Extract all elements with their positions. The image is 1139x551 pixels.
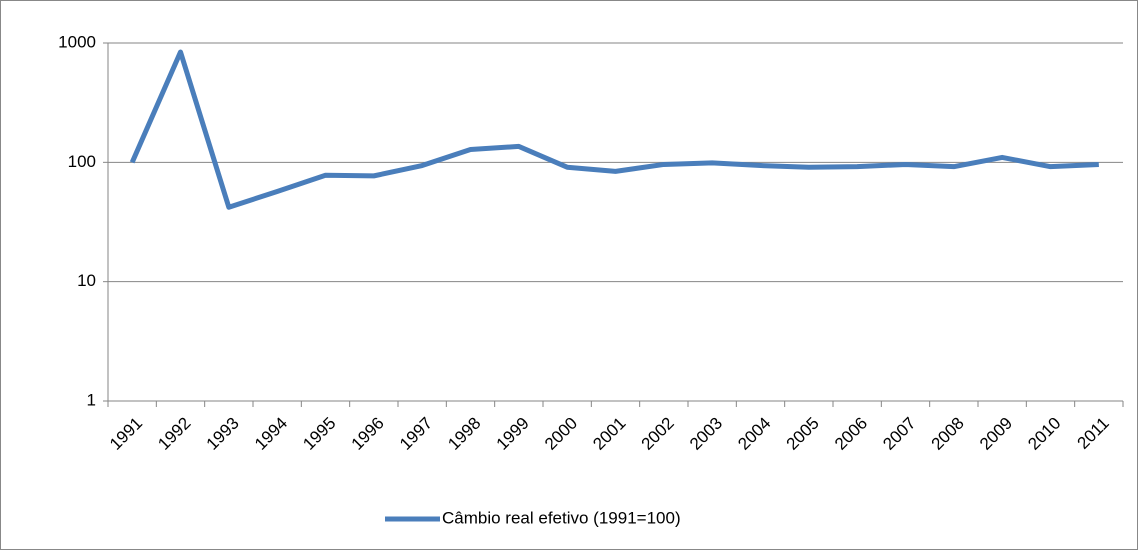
y-tick-label: 10: [77, 271, 96, 290]
y-tick-label: 100: [68, 152, 96, 171]
y-tick-label: 1: [87, 390, 96, 409]
series-line: [129, 49, 1099, 210]
legend-label: Câmbio real efetivo (1991=100): [442, 508, 681, 527]
y-tick-label: 1000: [58, 32, 96, 51]
